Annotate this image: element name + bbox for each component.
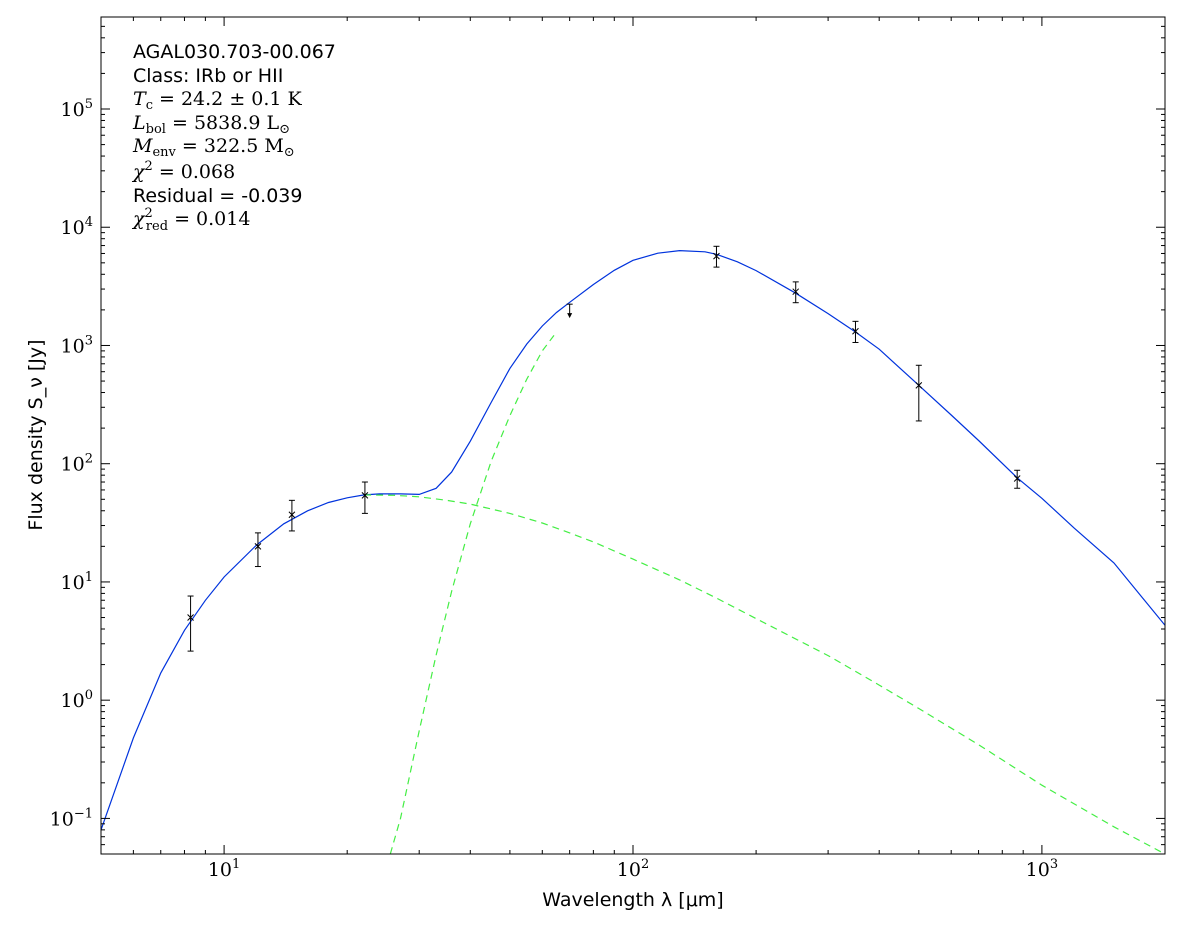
x-marker-stroke-b [254,542,262,550]
y-tick-label: 102 [61,452,93,476]
data-point [792,281,800,304]
x-marker-stroke-b [792,288,800,296]
source-class: Class: IRb or HII [133,65,283,87]
y-tick-label: 105 [61,97,93,121]
temperature-line: Tc = 24.2 ± 0.1 K [133,88,303,113]
reduced-chi-squared-line: χ2 red = 0.014 [131,206,250,234]
data-point [288,499,296,532]
axis-tick-labels: 101 102 103 10−1 100 101 102 103 104 105 [50,97,1059,881]
upper-limit-arrow [567,313,573,319]
y-tick-label: 103 [61,333,93,357]
x-axis-label: Wavelength λ [μm] [542,889,723,911]
y-tick-label: 104 [61,215,93,239]
x-tick-label: 101 [208,857,240,881]
warm-component-curve [364,494,1165,854]
x-tick-label: 103 [1026,857,1058,881]
x-marker-stroke-b [915,381,923,389]
y-tick-label: 101 [61,570,93,594]
x-marker-stroke-b [1013,475,1021,482]
data-point [713,245,720,268]
source-name: AGAL030.703-00.067 [133,41,336,63]
data-point [361,481,369,514]
x-marker-stroke-b [852,327,859,335]
data-point [187,595,194,652]
cold-component-curve [389,331,557,854]
luminosity-value: 5838.9 L [194,112,280,134]
residual-line: Residual = -0.039 [133,185,303,207]
temperature-value: 24.2 ± 0.1 K [181,88,303,110]
envelope-mass-value: 322.5 M [204,135,284,157]
x-tick-label: 102 [617,857,649,881]
plot-area [101,245,1165,854]
reduced-chi-squared-value: 0.014 [196,208,250,230]
x-marker-stroke-b [713,252,720,260]
data-point [1013,469,1021,489]
envelope-mass-line: Menv = 322.5 M⊙ [132,135,295,160]
chi-squared-line: χ2 = 0.068 [131,159,235,183]
x-marker-stroke-b [361,491,369,499]
upper-limit-point [566,303,573,319]
x-marker-stroke-b [288,511,296,519]
y-tick-label: 10−1 [50,806,93,830]
y-tick-label: 100 [61,688,93,712]
axis-ticks [100,16,1166,855]
x-marker-stroke-b [187,614,194,621]
chi-squared-value: 0.068 [181,161,235,183]
data-point [915,364,923,422]
data-markers [187,245,1021,652]
fit-summary-annotation: AGAL030.703-00.067 Class: IRb or HII Tc … [131,41,336,234]
data-point [852,320,859,343]
y-axis-label: Flux density S_ν [Jy] [25,339,47,530]
luminosity-line: Lbol = 5838.9 L⊙ [132,112,290,137]
data-point [254,532,262,568]
